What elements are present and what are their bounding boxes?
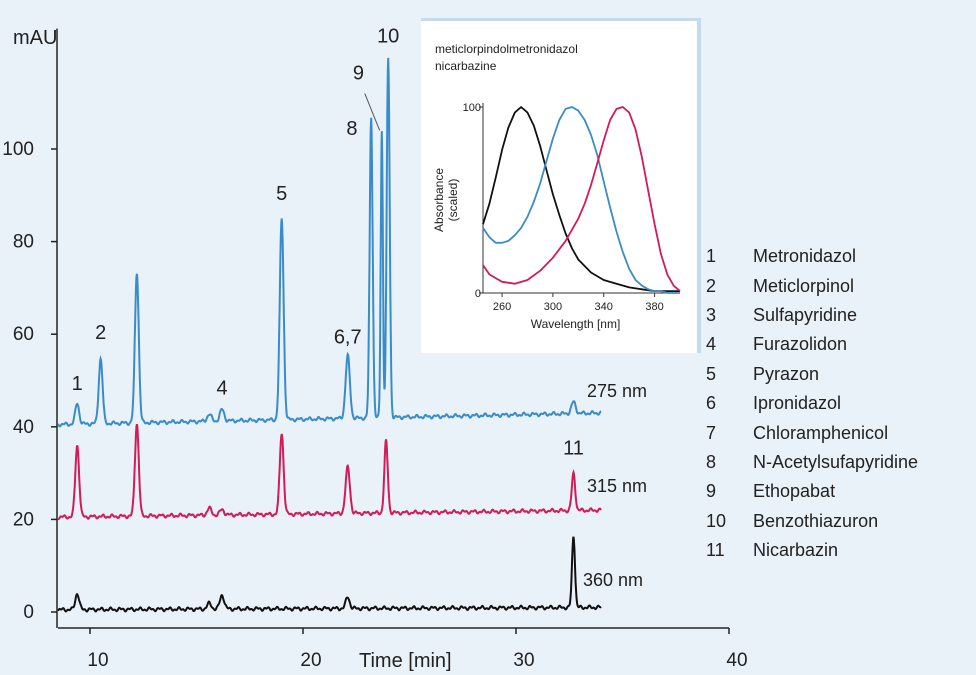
y-tick-label: 0 bbox=[23, 602, 34, 623]
legend-number: 7 bbox=[706, 422, 717, 443]
legend-item: 9 Ethopabat bbox=[706, 477, 976, 506]
legend-item: 11 Nicarbazin bbox=[706, 536, 976, 565]
spectrum-line-1 bbox=[482, 106, 680, 292]
spectra-chart: 260 300 340 380 0 100 Wavelength [nm] Absorbanc… bbox=[432, 102, 681, 331]
legend-compound-name: Ipronidazol bbox=[753, 393, 842, 414]
legend-item: 1 Metronidazol bbox=[706, 242, 976, 271]
y-tick-label: 100 bbox=[2, 139, 34, 160]
legend-number: 11 bbox=[706, 540, 725, 561]
legend-compound-name: Metronidazol bbox=[753, 246, 857, 267]
spectrum-line-2 bbox=[482, 106, 680, 294]
peak-label: 10 bbox=[377, 26, 399, 48]
peak-9-leader bbox=[364, 93, 381, 131]
series-label: 275 nm bbox=[587, 381, 647, 401]
x-axis-label: Time [min] bbox=[359, 650, 452, 672]
legend-item: 6 Ipronidazol bbox=[706, 389, 976, 418]
uv-spectra-inset: meticlorpindolmetronidazol nicarbazine 2… bbox=[421, 18, 701, 353]
peak-label: 2 bbox=[95, 322, 106, 344]
inset-title-line-2: nicarbazine bbox=[435, 59, 497, 73]
peak-label: 5 bbox=[276, 183, 287, 205]
legend-item: 4 Furazolidon bbox=[706, 330, 976, 359]
inset-title: meticlorpindolmetronidazol nicarbazine bbox=[435, 41, 685, 75]
legend-compound-name: Chloramphenicol bbox=[753, 422, 889, 443]
legend-number: 9 bbox=[706, 481, 717, 502]
inset-title-line-1: meticlorpindolmetronidazol bbox=[435, 42, 578, 56]
series-label: 360 nm bbox=[583, 570, 643, 590]
legend-compound-name: Pyrazon bbox=[753, 363, 820, 384]
legend-item: 5 Pyrazon bbox=[706, 360, 976, 389]
inset-x-tick-label: 340 bbox=[595, 301, 613, 313]
inset-x-tick-label: 300 bbox=[544, 301, 562, 313]
x-tick-label: 40 bbox=[726, 650, 747, 671]
x-tick-label: 30 bbox=[513, 650, 534, 671]
legend-item: 10 Benzothiazuron bbox=[706, 507, 976, 536]
legend-item: 3 Sulfapyridine bbox=[706, 301, 976, 330]
series-label: 315 nm bbox=[587, 476, 647, 496]
y-axis-label: mAU bbox=[13, 27, 57, 49]
inset-x-axis-label: Wavelength [nm] bbox=[531, 317, 621, 331]
peak-label: 8 bbox=[346, 118, 357, 140]
legend-number: 2 bbox=[706, 275, 717, 296]
compound-legend: 1 Metronidazol 2 Meticlorpinol 3 Sulfapyridin… bbox=[706, 242, 976, 565]
y-tick-label: 20 bbox=[13, 509, 34, 530]
trace-275-nm bbox=[57, 57, 602, 428]
legend-number: 3 bbox=[706, 304, 717, 325]
legend-compound-name: Nicarbazin bbox=[753, 540, 839, 561]
trace-360-nm bbox=[57, 536, 602, 613]
inset-y-label-line-1: Absorbance bbox=[432, 168, 446, 232]
spectrum-line-3 bbox=[482, 106, 681, 292]
inset-x-tick-label: 260 bbox=[493, 301, 511, 313]
legend-compound-name: N-Acetylsufapyridine bbox=[753, 451, 919, 472]
inset-y-tick-label: 0 bbox=[475, 288, 481, 300]
legend-compound-name: Furazolidon bbox=[753, 334, 848, 355]
legend-item: 8 N-Acetylsufapyridine bbox=[706, 448, 976, 477]
legend-number: 5 bbox=[706, 363, 717, 384]
peak-label: 6,7 bbox=[334, 326, 362, 348]
x-tick-label: 10 bbox=[87, 650, 108, 671]
trace-315-nm bbox=[57, 423, 602, 521]
peak-label: 9 bbox=[353, 63, 364, 85]
legend-number: 10 bbox=[706, 510, 727, 531]
y-tick-label: 60 bbox=[13, 324, 34, 345]
inset-y-label-line-2: (scaled) bbox=[446, 179, 460, 222]
inset-x-tick-label: 380 bbox=[645, 301, 663, 313]
x-tick-label: 20 bbox=[300, 650, 321, 671]
peak-label: 1 bbox=[72, 373, 83, 395]
y-tick-label: 80 bbox=[13, 232, 34, 253]
legend-item: 7 Chloramphenicol bbox=[706, 418, 976, 447]
y-tick-label: 40 bbox=[13, 417, 34, 438]
legend-number: 1 bbox=[706, 246, 717, 267]
legend-compound-name: Sulfapyridine bbox=[753, 304, 858, 325]
inset-y-axis-label: Absorbance (scaled) bbox=[432, 168, 460, 232]
legend-compound-name: Meticlorpinol bbox=[753, 275, 855, 296]
legend-number: 8 bbox=[706, 451, 717, 472]
legend-number: 4 bbox=[706, 334, 717, 355]
peak-label: 11 bbox=[563, 438, 584, 460]
legend-item: 2 Meticlorpinol bbox=[706, 271, 976, 300]
peak-label: 4 bbox=[216, 377, 227, 399]
legend-compound-name: Benzothiazuron bbox=[753, 510, 879, 531]
legend-compound-name: Ethopabat bbox=[753, 481, 836, 502]
legend-number: 6 bbox=[706, 393, 717, 414]
inset-y-tick-label: 100 bbox=[463, 102, 481, 114]
